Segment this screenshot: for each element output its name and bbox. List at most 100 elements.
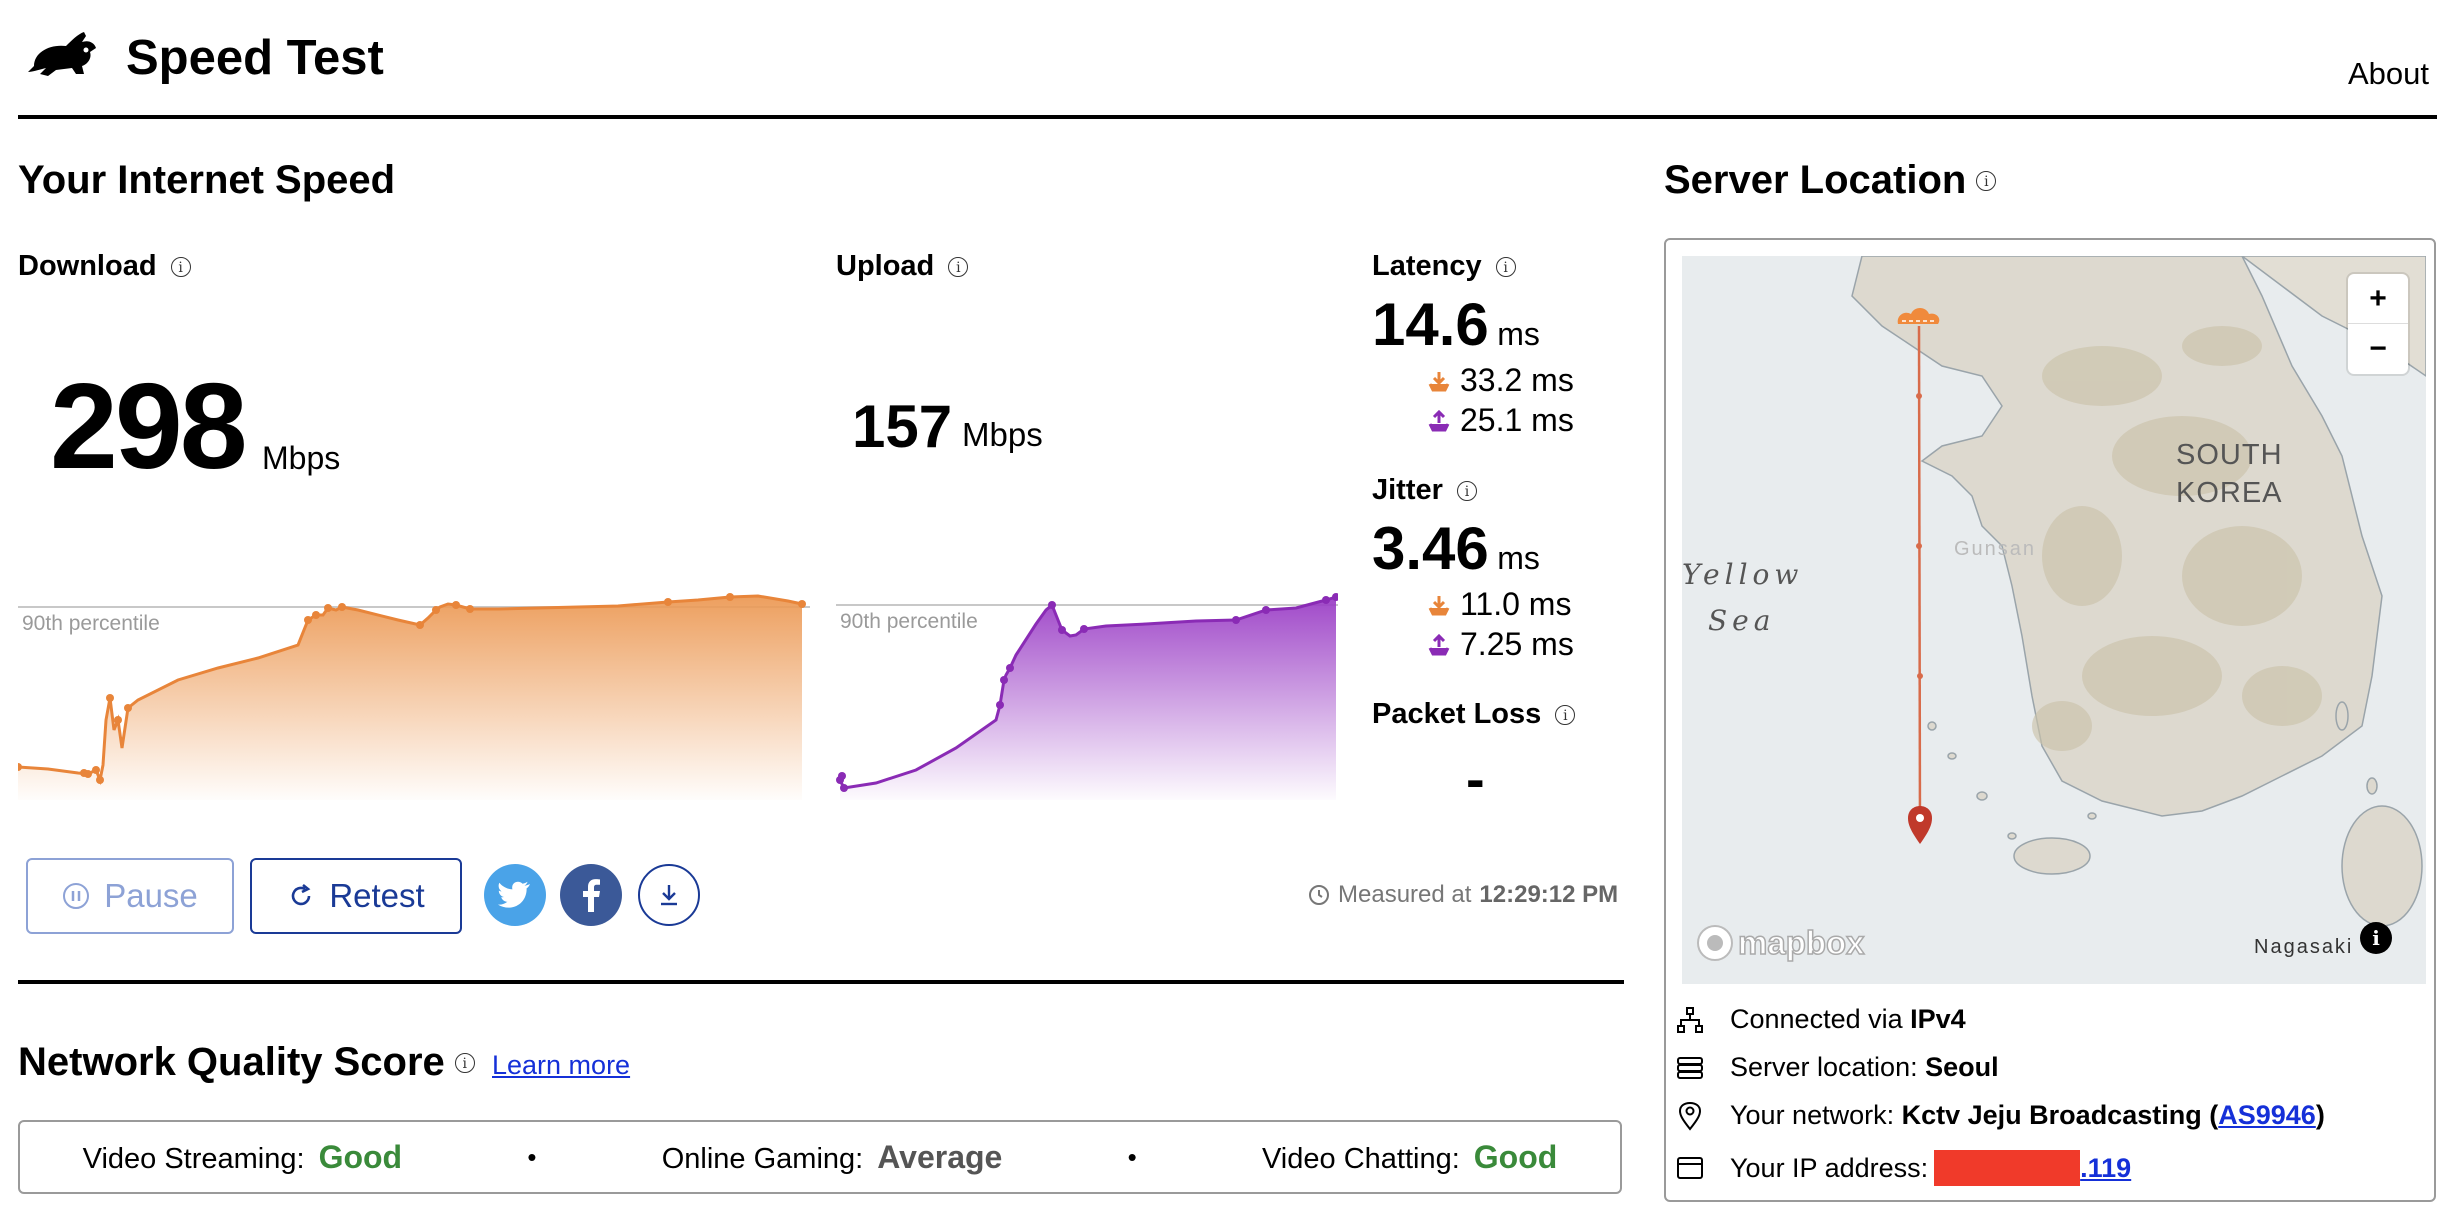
ip-suffix[interactable]: .119 (2080, 1152, 2132, 1183)
app-title[interactable]: Speed Test (126, 31, 384, 85)
network-text: Your network: Kctv Jeju Broadcasting (AS… (1730, 1100, 2325, 1130)
server-location-prefix: Server location: (1730, 1052, 1918, 1082)
server-map[interactable]: SOUTH KOREA Yellow Sea Gunsan Nagasaki +… (1682, 256, 2426, 984)
retest-label: Retest (329, 877, 425, 914)
quality-label: Video Streaming: (82, 1142, 305, 1175)
map-country-label: SOUTH KOREA (2176, 436, 2283, 512)
connection-value: IPv4 (1910, 1004, 1966, 1034)
measured-at: Measured at 12:29:12 PM (1308, 881, 1618, 909)
attribution-info-icon[interactable]: i (2360, 922, 2392, 954)
map-canvas (1851, 256, 2426, 927)
jitter-download-row: 11.0 ms (1428, 586, 1571, 623)
quality-value: Good (1473, 1138, 1558, 1175)
twitter-share-button[interactable] (484, 864, 546, 926)
quality-value: Average (877, 1138, 1003, 1175)
download-arrow-icon (1428, 595, 1450, 615)
upload-chart (836, 593, 1338, 800)
quality-item-video-chatting: Video Chatting: Good (1262, 1139, 1557, 1176)
ip-text: Your IP address: .119 (1730, 1150, 2131, 1186)
latency-download-row: 33.2 ms (1428, 362, 1574, 399)
jitter-upload-value: 7.25 ms (1460, 626, 1574, 662)
ip-prefix: Your IP address: (1730, 1152, 1929, 1183)
as-number-link[interactable]: AS9946 (2218, 1100, 2316, 1130)
download-arrow-icon (1428, 371, 1450, 391)
download-chart (18, 593, 810, 800)
clock-icon (1309, 885, 1329, 905)
map-city-nagasaki: Nagasaki (2254, 936, 2354, 958)
server-card (1664, 238, 2436, 1202)
info-icon[interactable]: i (454, 1052, 475, 1073)
quality-separator: • (1127, 1141, 1137, 1172)
download-value: 298 (50, 358, 248, 494)
upload-arrow-icon (1428, 633, 1450, 655)
learn-more-link[interactable]: Learn more (492, 1050, 631, 1080)
ip-redaction (1934, 1150, 2081, 1186)
browser-window-icon (1677, 1157, 1703, 1179)
map-zoom-controls: + − (2348, 274, 2408, 374)
info-icon[interactable]: i (948, 257, 969, 278)
mapbox-logo[interactable]: mapbox (1696, 923, 1865, 962)
info-icon[interactable]: i (170, 257, 191, 278)
info-icon[interactable]: i (1976, 170, 1997, 191)
info-icon[interactable]: i (1555, 705, 1576, 726)
jitter-download-value: 11.0 ms (1460, 586, 1572, 622)
quality-label: Online Gaming: (661, 1142, 864, 1175)
connection-row: Connected via IPv4 (1676, 1004, 1966, 1035)
download-results-button[interactable] (638, 864, 700, 926)
network-icon (1677, 1006, 1703, 1033)
zoom-out-button[interactable]: − (2369, 332, 2387, 365)
latency-label-text: Latency (1372, 250, 1482, 282)
upload-label: Upload i (836, 250, 969, 283)
quality-separator: • (527, 1141, 537, 1172)
server-icon (1677, 1056, 1703, 1079)
jitter-value-row: 3.46 ms (1372, 514, 1540, 583)
server-heading: Server Location i (1664, 158, 1997, 203)
jitter-upload-row: 7.25 ms (1428, 626, 1574, 663)
upload-unit: Mbps (962, 416, 1043, 453)
quality-item-online-gaming: Online Gaming: Average (662, 1139, 1003, 1176)
network-prefix: Your network: (1730, 1100, 1895, 1130)
quality-value: Good (318, 1138, 403, 1175)
upload-value: 157 (852, 393, 953, 460)
retest-button[interactable]: Retest (250, 858, 462, 934)
measured-prefix: Measured at (1338, 881, 1472, 908)
quality-heading-text: Network Quality Score (18, 1040, 445, 1084)
logo-icon[interactable] (26, 26, 102, 82)
measured-time: 12:29:12 PM (1479, 881, 1619, 908)
upload-percentile-label: 90th percentile (840, 610, 978, 633)
ip-row: Your IP address: .119 (1676, 1150, 2131, 1186)
latency-value-row: 14.6 ms (1372, 290, 1540, 359)
upload-label-text: Upload (836, 250, 935, 282)
map-sea-line1: Yellow (1682, 558, 1804, 591)
facebook-share-button[interactable] (560, 864, 622, 926)
header-divider (18, 115, 2437, 119)
map-country-line2: KOREA (2176, 477, 2283, 509)
jitter-label-text: Jitter (1372, 474, 1443, 506)
section-divider (18, 980, 1624, 984)
quality-item-video-streaming: Video Streaming: Good (83, 1139, 402, 1176)
latency-value: 14.6 (1372, 291, 1489, 358)
map-sea-label: Yellow Sea (1682, 552, 1803, 644)
info-icon[interactable]: i (1495, 257, 1516, 278)
connection-text: Connected via IPv4 (1730, 1004, 1966, 1035)
mapbox-icon (1697, 925, 1733, 961)
pause-button[interactable]: Pause (26, 858, 234, 934)
jitter-value: 3.46 (1372, 515, 1489, 582)
network-value: Kctv Jeju Broadcasting (1901, 1100, 2202, 1130)
quality-card: Video Streaming: Good • Online Gaming: A… (18, 1120, 1622, 1194)
server-location-text: Server location: Seoul (1730, 1052, 1999, 1083)
latency-label: Latency i (1372, 250, 1516, 283)
info-icon[interactable]: i (1456, 481, 1477, 502)
twitter-icon (498, 881, 530, 908)
connection-prefix: Connected via (1730, 1004, 1903, 1034)
jitter-label: Jitter i (1372, 474, 1477, 507)
zoom-in-button[interactable]: + (2348, 274, 2408, 324)
packet-loss-label-text: Packet Loss (1372, 698, 1542, 730)
jitter-unit: ms (1497, 540, 1540, 576)
map-city-gunsan: Gunsan (1954, 538, 2037, 560)
download-icon (661, 885, 677, 906)
about-link[interactable]: About (2348, 56, 2430, 91)
speed-heading: Your Internet Speed (18, 158, 396, 202)
download-unit: Mbps (262, 440, 341, 476)
latency-upload-value: 25.1 ms (1460, 402, 1574, 438)
